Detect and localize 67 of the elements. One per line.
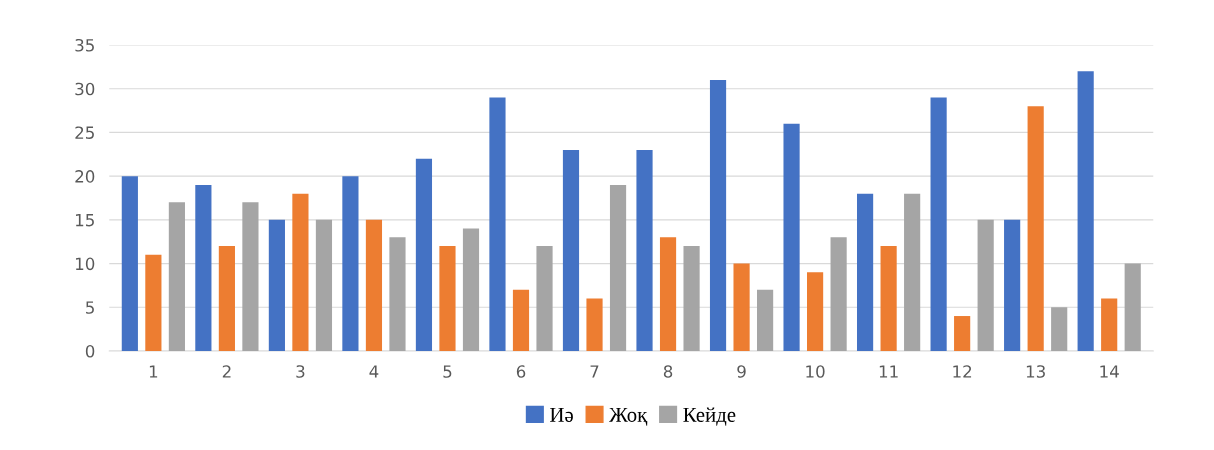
y-tick-label: 20 (75, 170, 95, 183)
x-tick-label: 12 (953, 365, 972, 378)
legend-label: Иә (550, 408, 573, 422)
x-tick-label: 13 (1026, 365, 1045, 378)
bar (342, 176, 359, 351)
legend-label: Кейде (683, 407, 736, 426)
bar (292, 193, 309, 351)
bar (562, 149, 580, 351)
x-tick-label: 4 (369, 365, 379, 378)
y-tick-label: 10 (75, 257, 95, 271)
x-tick-label: 8 (663, 365, 673, 378)
x-tick-label: 11 (879, 365, 898, 378)
bar (489, 97, 506, 351)
bar (683, 246, 700, 351)
bar (1004, 219, 1021, 351)
bar (930, 97, 947, 351)
y-tick-label: 5 (86, 301, 94, 314)
bar (268, 219, 285, 351)
bar (462, 228, 480, 351)
bar (880, 246, 897, 351)
x-tick-label: 3 (296, 365, 305, 378)
bar (1027, 106, 1044, 351)
y-tick-label: 15 (75, 214, 94, 227)
y-tick-label: 25 (75, 126, 94, 139)
bar (1051, 307, 1068, 351)
x-tick-label: 6 (516, 365, 526, 378)
bar (1124, 263, 1141, 351)
x-tick-label: 5 (443, 365, 452, 378)
bar (145, 254, 162, 351)
bar (168, 202, 185, 351)
bar (709, 79, 727, 351)
bar (121, 176, 138, 351)
bar (195, 184, 212, 351)
bar (389, 237, 406, 351)
y-tick-label: 35 (75, 38, 94, 52)
y-tick-label: 0 (85, 344, 95, 358)
bar (830, 237, 847, 351)
bar (512, 289, 530, 351)
bar (415, 158, 433, 351)
bar (218, 246, 235, 351)
x-tick-label: 7 (590, 365, 599, 378)
bar (439, 246, 456, 351)
bar (1077, 71, 1094, 351)
x-tick-label: 1 (149, 365, 158, 378)
y-tick-label: 30 (75, 82, 95, 96)
legend-label: Жоқ (609, 408, 648, 426)
bar (807, 272, 824, 351)
bar (757, 289, 774, 351)
bar (733, 263, 750, 351)
x-tick-label: 2 (222, 365, 231, 378)
bar (315, 219, 333, 351)
bar (857, 193, 874, 351)
bar (365, 219, 383, 351)
bar (783, 123, 800, 351)
bar (954, 316, 971, 351)
bar (977, 219, 994, 351)
bar (242, 202, 259, 351)
bar (636, 149, 653, 351)
bar (904, 193, 921, 351)
bar (659, 237, 677, 351)
bar (586, 298, 603, 351)
x-tick-label: 14 (1100, 365, 1119, 378)
bar (536, 246, 553, 351)
bar (1101, 298, 1118, 351)
bar (609, 184, 627, 351)
x-tick-label: 10 (806, 365, 825, 378)
x-tick-label: 9 (737, 365, 746, 378)
